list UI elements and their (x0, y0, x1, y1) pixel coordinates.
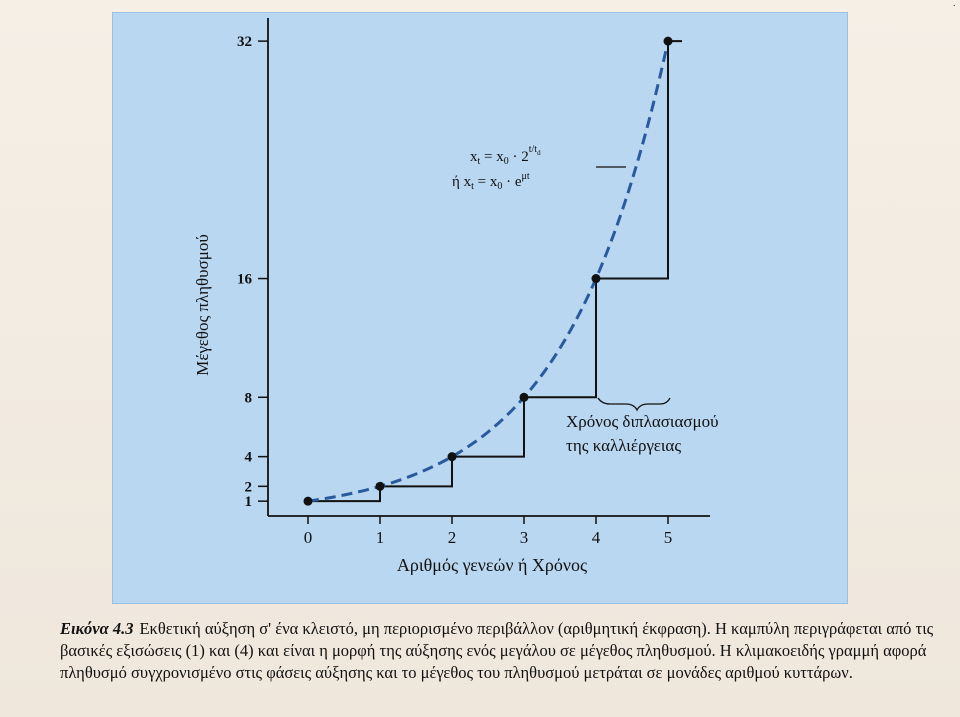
data-points (303, 36, 673, 506)
y-tick-label: 1 (245, 494, 253, 510)
formula-2-exp: μt (522, 171, 530, 182)
x-tick-label: 5 (664, 528, 673, 547)
axes (267, 18, 710, 517)
y-tick-label: 4 (245, 450, 253, 466)
formula-2-eq: = x (474, 174, 498, 190)
caption-label: Εικόνα 4.3 (60, 619, 134, 638)
x-tick-label: 1 (376, 528, 385, 547)
y-tick-label: 2 (245, 479, 253, 495)
formula-1-exp: t/t (529, 144, 538, 155)
doubling-brace (597, 397, 671, 412)
formula-annotation: xt = x0 · 2t/td ή xt = x0 · eμt (452, 144, 626, 192)
data-point (303, 496, 313, 506)
staircase-line (308, 40, 682, 503)
x-tick-label: 4 (592, 528, 601, 547)
figure-caption: Εικόνα 4.3 Εκθετική αύξηση σ' ένα κλειστό… (60, 618, 950, 684)
y-axis-label: Μέγεθος πληθυσμού (193, 234, 212, 376)
exponential-curve (307, 40, 670, 503)
data-point (447, 452, 457, 462)
corner-mark: · (952, 0, 956, 11)
staircase-series (308, 40, 682, 503)
x-tick-label: 2 (448, 528, 457, 547)
x-tick-label: 3 (520, 528, 529, 547)
curve-series (307, 40, 670, 503)
formula-1-eq: = x (480, 149, 504, 165)
formula-1-lhs: x (470, 149, 478, 165)
x-tick-label: 0 (304, 528, 313, 547)
caption-text: Εκθετική αύξηση σ' ένα κλειστό, μη περιο… (60, 619, 934, 682)
svg-text:xt = x0 · 2t/td: xt = x0 · 2t/td (470, 144, 541, 167)
data-point (591, 274, 601, 284)
formula-2-rhs: · e (502, 174, 521, 190)
svg-text:ή xt = x0 · eμt: ή xt = x0 · eμt (452, 171, 530, 192)
doubling-label-line1: Χρόνος διπλασιασμού (566, 412, 719, 431)
x-axis-label: Αριθμός γενεών ή Χρόνος (397, 555, 587, 575)
doubling-label-line2: της καλλιέργειας (566, 436, 681, 455)
formula-1-lhs-sub: t (478, 156, 481, 167)
y-tick-label: 8 (245, 390, 253, 406)
figure-panel (112, 12, 848, 604)
formula-1-eq-sub: 0 (504, 156, 509, 167)
y-tick-label: 16 (237, 272, 253, 288)
formula-1-rhs: · 2 (509, 149, 529, 165)
formula-2-sub: t (471, 181, 474, 192)
data-point (663, 36, 673, 46)
formula-2-prefix: ή x (452, 174, 472, 190)
data-point (519, 392, 529, 402)
formula-2-eq-sub: 0 (497, 181, 502, 192)
data-point (375, 481, 385, 491)
doubling-time-annotation: Χρόνος διπλασιασμού της καλλιέργειας (566, 397, 719, 455)
formula-1-exp-sub: d (537, 149, 541, 157)
y-tick-label: 32 (237, 34, 252, 50)
